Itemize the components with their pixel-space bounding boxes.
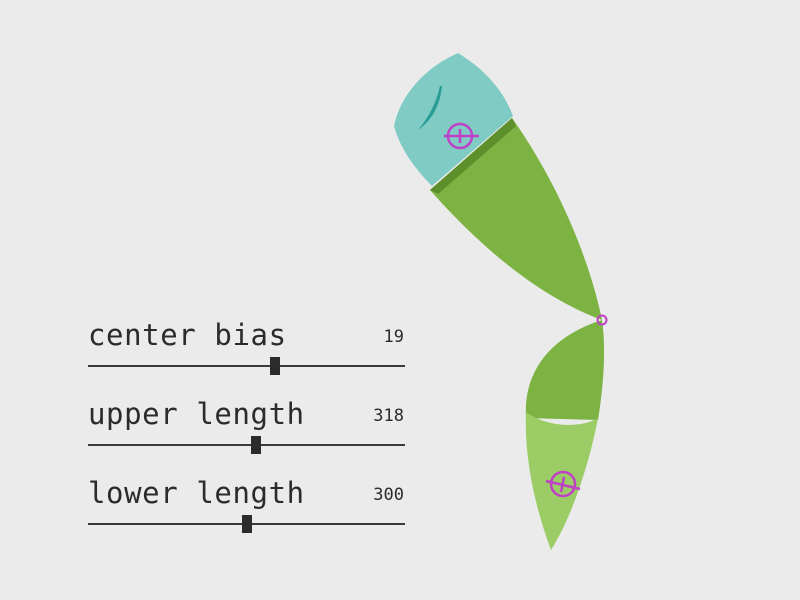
slider-track-line <box>88 444 405 446</box>
crosshair-handle-icon <box>549 470 577 498</box>
center-bias-control: center bias 19 <box>88 318 406 397</box>
cap-mark <box>418 86 442 130</box>
joint-circle-icon[interactable] <box>596 314 608 326</box>
upper-limb-shade <box>430 118 516 194</box>
slider-thumb[interactable] <box>251 436 261 454</box>
slider-track-line <box>88 365 405 367</box>
center-bias-label: center bias <box>88 318 287 352</box>
lower-length-slider[interactable] <box>88 514 405 533</box>
handle-tick-line <box>559 476 566 493</box>
center-bias-slider[interactable] <box>88 356 405 375</box>
lower-length-label: lower length <box>88 476 305 510</box>
slider-thumb[interactable] <box>241 515 252 533</box>
center-bias-value: 19 <box>383 327 404 347</box>
lower-handle[interactable] <box>545 470 581 498</box>
upper-limb-segment <box>430 118 602 320</box>
slider-thumb[interactable] <box>270 357 281 375</box>
upper-length-label: upper length <box>88 397 305 431</box>
upper-handle[interactable] <box>444 122 479 150</box>
lower-length-value: 300 <box>373 485 404 505</box>
upper-length-value: 318 <box>373 406 404 426</box>
slider-panel: center bias 19 upper length 318 lower le… <box>88 318 406 555</box>
lower-length-control: lower length 300 <box>88 476 406 555</box>
upper-length-slider[interactable] <box>88 435 405 454</box>
cap-segment <box>394 53 513 186</box>
lower-limb-upper-segment <box>525 320 605 420</box>
lower-limb-lower-segment <box>525 412 598 550</box>
upper-length-control: upper length 318 <box>88 397 406 476</box>
